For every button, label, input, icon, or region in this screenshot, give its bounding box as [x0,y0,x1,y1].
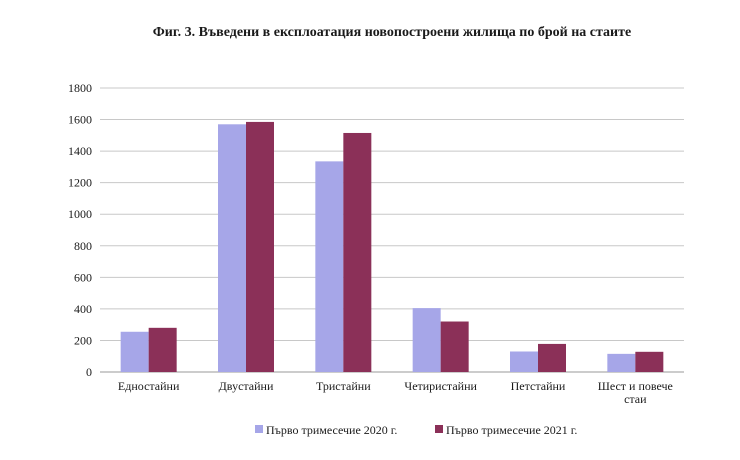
legend: Първо тримесечие 2020 г. Първо тримесечие… [255,423,577,437]
bar-series-1 [218,124,246,373]
legend-swatch [255,425,263,433]
bar-series-1 [607,353,636,372]
bar-series-1 [315,161,344,372]
y-tick-label: 1200 [68,176,92,190]
x-category-label: Тристайни [316,379,371,393]
bar-series-2 [635,351,664,372]
x-category-label: Четиристайни [404,379,477,393]
x-category-label: Двустайни [219,379,274,393]
legend-label: Първо тримесечие 2021 г. [446,423,577,437]
y-tick-label: 1600 [68,113,92,127]
x-category-label: стаи [624,392,647,406]
y-tick-label: 1000 [68,207,92,221]
bar-series-2 [343,132,372,372]
y-tick-label: 400 [74,302,92,316]
bar-series-1 [120,331,149,372]
y-tick-label: 800 [74,239,92,253]
x-category-label: Едностайни [118,379,180,393]
legend-swatch [435,425,443,433]
y-tick-label: 600 [74,270,92,284]
y-tick-label: 0 [86,365,92,379]
x-category-label: Петстайни [511,379,566,393]
y-tick-label: 200 [74,333,92,347]
y-tick-label: 1400 [68,144,92,158]
bar-series-1 [412,308,441,372]
legend-label: Първо тримесечие 2020 г. [266,423,397,437]
bar-series-1 [510,351,538,372]
y-tick-label: 1800 [68,81,92,95]
bar-layer [120,121,664,373]
x-category-label: Шест и повече [598,379,673,393]
bar-series-2 [538,343,566,372]
chart-title: Фиг. 3. Въведени в експлоатация новопост… [153,25,631,40]
bar-series-2 [246,121,274,372]
grid-layer [100,87,684,341]
bar-series-2 [440,321,469,372]
label-layer: 0 200 400 600 800 1000 1200 1400 1600 1800 Едноста… [68,81,673,406]
bar-series-2 [148,327,177,372]
